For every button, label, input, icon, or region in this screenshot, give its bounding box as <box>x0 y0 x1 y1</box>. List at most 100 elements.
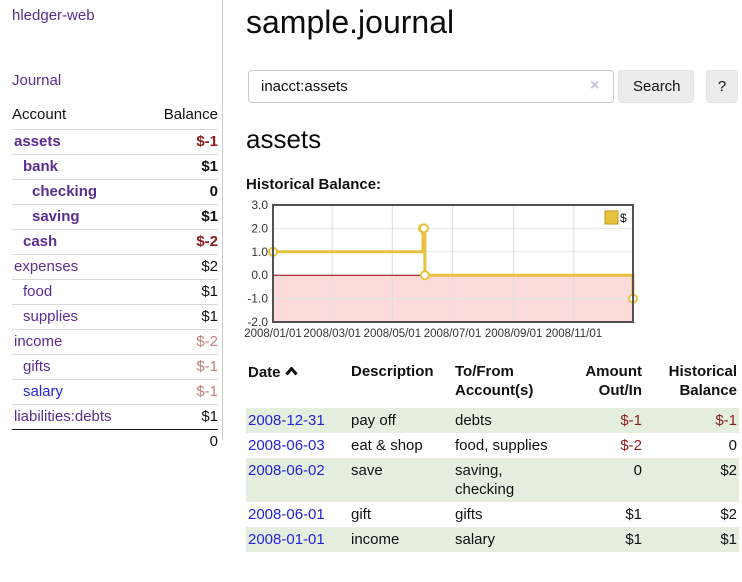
transaction-balance: $2 <box>720 506 737 523</box>
sidebar-item-journal[interactable]: Journal <box>12 72 62 89</box>
transaction-balance: $1 <box>720 531 737 548</box>
transaction-description: eat & shop <box>351 437 423 454</box>
x-tick-label: 2008/05/01 <box>364 328 422 340</box>
transaction-amount: $-2 <box>620 437 642 454</box>
transaction-accounts: saving, checking <box>455 462 515 498</box>
y-tick-label: 0.0 <box>251 268 268 282</box>
account-balance: $1 <box>145 304 218 330</box>
account-link[interactable]: supplies <box>23 308 79 325</box>
account-row: gifts $-1 <box>12 354 218 380</box>
account-link[interactable]: saving <box>32 208 80 225</box>
transaction-amount: 0 <box>633 462 642 479</box>
account-balance: $-1 <box>145 354 218 380</box>
account-balance: $1 <box>145 154 218 180</box>
account-balance: $1 <box>145 279 218 305</box>
clear-search-icon[interactable]: × <box>590 77 600 94</box>
account-link[interactable]: bank <box>23 158 59 175</box>
y-tick-label: -1.0 <box>247 292 268 306</box>
transaction-balance: $2 <box>720 462 737 479</box>
accounts-table-body: assets $-1 bank $1 checking 0 saving $1 cash $-2 e… <box>12 129 218 454</box>
accounts-total-row: 0 <box>12 429 218 454</box>
transaction-accounts: salary <box>455 531 496 548</box>
y-tick-label: -2.0 <box>247 315 268 329</box>
account-balance: $2 <box>145 254 218 280</box>
y-tick-label: 2.0 <box>251 221 268 235</box>
x-tick-label: 2008/03/01 <box>303 328 361 340</box>
register-header-row: Date Description To/From Account(s) Amou… <box>246 356 739 408</box>
transaction-description: gift <box>351 506 372 523</box>
help-button[interactable]: ? <box>706 70 738 103</box>
account-row: checking 0 <box>12 179 218 205</box>
search-button[interactable]: Search <box>618 70 694 103</box>
accounts-total-value: 0 <box>145 429 218 454</box>
transaction-date-link[interactable]: 2008-06-03 <box>248 437 325 454</box>
transaction-description: save <box>351 462 383 479</box>
transaction-row: 2008-06-02 save saving, checking 0 $2 <box>246 458 739 502</box>
transaction-row: 2008-06-03 eat & shop food, supplies $-2 0 <box>246 433 739 458</box>
historical-balance-chart: $3.0 2.0 1.0 0.0 -1.0 -2.0 2008/01/01 2008/03/0… <box>242 198 642 350</box>
account-row: expenses $2 <box>12 254 218 280</box>
app-brand-link[interactable]: hledger-web <box>12 7 95 24</box>
transaction-row: 2008-01-01 income salary $1 $1 <box>246 527 739 552</box>
chart-section-label: Historical Balance: <box>246 176 382 193</box>
register-header-date[interactable]: Date <box>246 356 343 408</box>
register-header-accounts: To/From Account(s) <box>455 363 534 399</box>
plot-border <box>272 204 634 323</box>
account-link[interactable]: expenses <box>14 258 79 275</box>
account-row: saving $1 <box>12 204 218 230</box>
account-link[interactable]: food <box>23 283 53 300</box>
accounts-table: Account Balance assets $-1 bank $1 checking 0… <box>12 103 218 454</box>
transaction-date-link[interactable]: 2008-06-01 <box>248 506 325 523</box>
transaction-amount: $1 <box>625 506 642 523</box>
transaction-row: 2008-12-31 pay off debts $-1 $-1 <box>246 408 739 433</box>
register-table-body: 2008-12-31 pay off debts $-1 $-1 2008-06-03 ea… <box>246 408 739 552</box>
account-link[interactable]: gifts <box>23 358 51 375</box>
account-row: cash $-2 <box>12 229 218 255</box>
account-row: salary $-1 <box>12 379 218 405</box>
account-link[interactable]: income <box>14 333 63 350</box>
register-header-description: Description <box>351 363 434 380</box>
transaction-description: pay off <box>351 412 396 429</box>
transaction-amount: $1 <box>625 531 642 548</box>
account-link[interactable]: liabilities:debts <box>14 408 112 425</box>
data-point-marker <box>418 223 429 234</box>
y-tick-label: 3.0 <box>251 198 268 212</box>
transaction-accounts: food, supplies <box>455 437 548 454</box>
transaction-balance: 0 <box>728 437 737 454</box>
account-row: income $-2 <box>12 329 218 355</box>
sidebar-divider <box>222 0 223 440</box>
x-tick-label: 2008/07/01 <box>424 328 482 340</box>
x-tick-label: 2008/01/01 <box>244 328 302 340</box>
accounts-header-balance: Balance <box>163 106 218 123</box>
account-row: bank $1 <box>12 154 218 180</box>
account-heading: assets <box>246 124 322 154</box>
account-balance: $-1 <box>145 129 218 155</box>
transaction-date-link[interactable]: 2008-06-02 <box>248 462 325 479</box>
account-row: assets $-1 <box>12 129 218 155</box>
transaction-accounts: debts <box>455 412 492 429</box>
account-balance: $1 <box>145 404 218 430</box>
register-header-balance: Historical Balance <box>668 363 737 399</box>
page-title: sample.journal <box>246 4 455 40</box>
search-input[interactable] <box>248 70 614 103</box>
register-header-amount: Amount Out/In <box>585 363 642 399</box>
transaction-row: 2008-06-01 gift gifts $1 $2 <box>246 502 739 527</box>
transaction-balance: $-1 <box>715 412 737 429</box>
accounts-header-account: Account <box>12 106 67 123</box>
transaction-accounts: gifts <box>455 506 483 523</box>
account-balance: 0 <box>145 179 218 205</box>
account-row: supplies $1 <box>12 304 218 330</box>
account-balance: $-2 <box>145 229 218 255</box>
account-row: liabilities:debts $1 <box>12 404 218 430</box>
x-tick-label: 2008/11/01 <box>545 328 602 340</box>
transaction-date-link[interactable]: 2008-12-31 <box>248 412 325 429</box>
register-table: Date Description To/From Account(s) Amou… <box>246 356 739 552</box>
account-balance: $1 <box>145 204 218 230</box>
account-link[interactable]: checking <box>32 183 98 200</box>
account-link[interactable]: assets <box>14 133 61 150</box>
account-link[interactable]: cash <box>23 233 58 250</box>
y-tick-label: 1.0 <box>251 245 268 259</box>
transaction-amount: $-1 <box>620 412 642 429</box>
account-link[interactable]: salary <box>23 383 64 400</box>
transaction-date-link[interactable]: 2008-01-01 <box>248 531 325 548</box>
